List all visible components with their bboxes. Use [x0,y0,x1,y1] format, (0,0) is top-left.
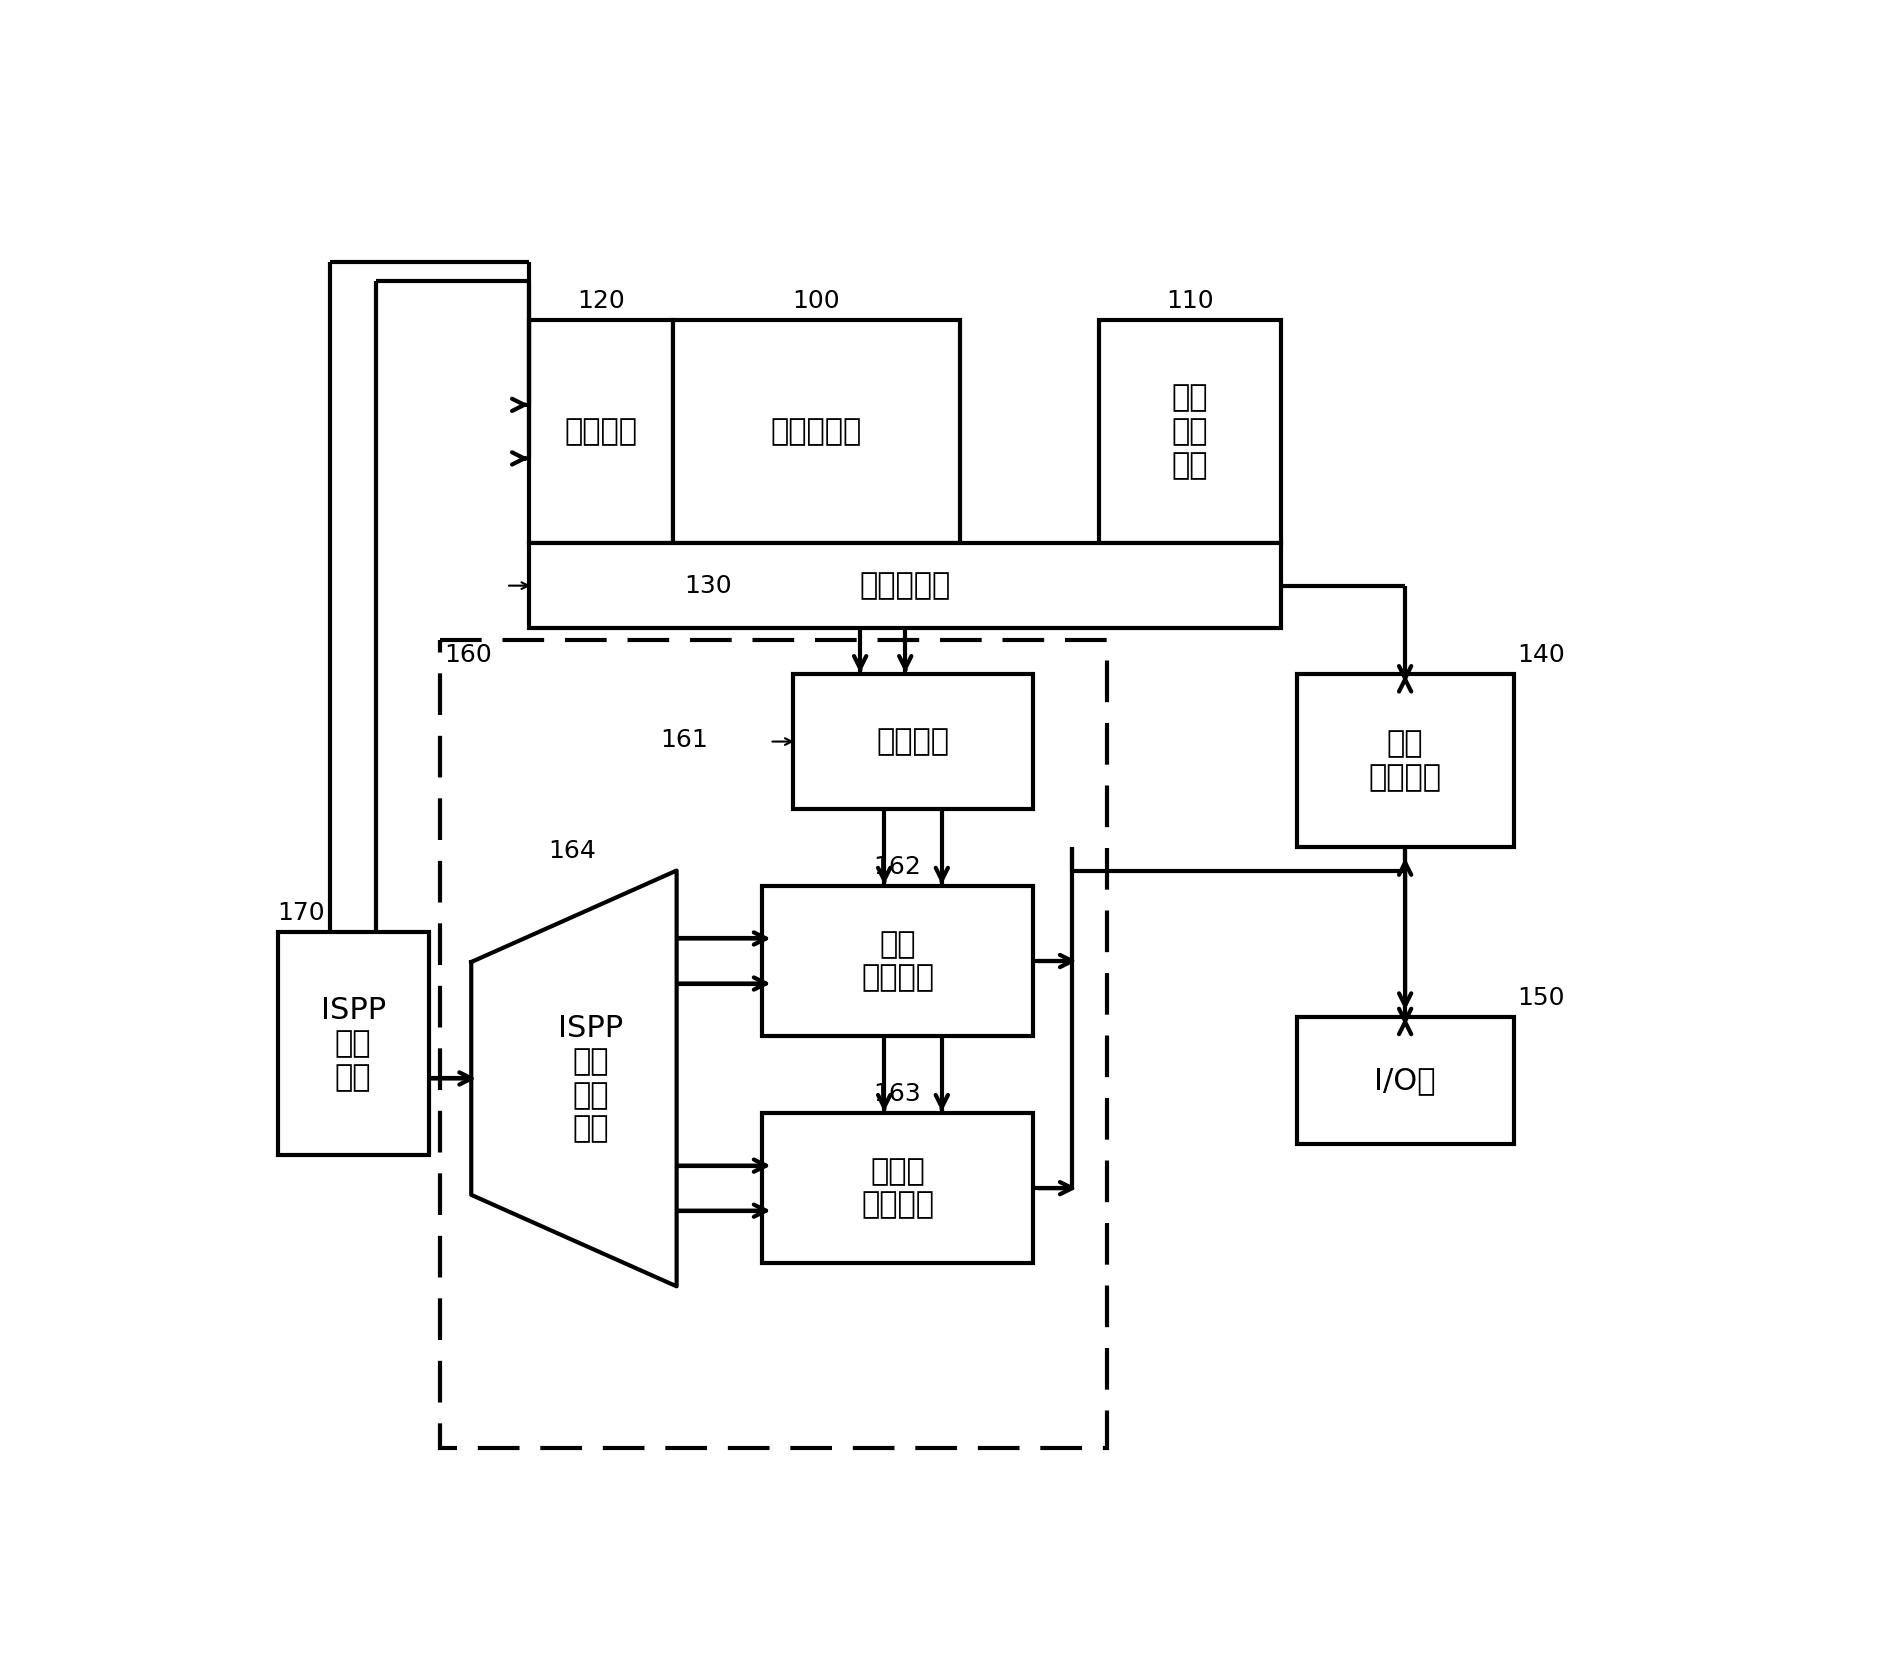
Bar [761,886,1033,1037]
Text: 备份
单元
阵列: 备份 单元 阵列 [1172,383,1208,480]
Text: 163: 163 [874,1082,921,1105]
Bar [1099,319,1281,543]
Text: 主单元阵列: 主单元阵列 [770,416,862,446]
Text: 编程位
寄存单元: 编程位 寄存单元 [861,1157,934,1219]
Text: 行译码器: 行译码器 [564,416,637,446]
Text: 162: 162 [874,854,921,879]
Bar [793,674,1033,809]
Bar [530,319,673,543]
Text: 164: 164 [549,839,596,863]
Text: 页面缓冲器: 页面缓冲器 [859,572,951,600]
Bar [530,543,1281,629]
Bar [440,639,1107,1448]
Text: 170: 170 [278,901,325,925]
Text: 150: 150 [1518,985,1565,1010]
Bar [1297,1017,1514,1144]
Text: 计数单元: 计数单元 [876,727,949,756]
Text: 160: 160 [443,644,492,667]
Text: 161: 161 [660,727,708,752]
Text: 100: 100 [793,289,840,313]
Polygon shape [472,871,676,1286]
Bar [1297,674,1514,848]
Bar [278,933,428,1155]
Text: I/O坤: I/O坤 [1374,1065,1436,1095]
Text: 数据
控制单元: 数据 控制单元 [1368,729,1441,793]
Bar [673,319,960,543]
Text: 110: 110 [1165,289,1214,313]
Text: 140: 140 [1518,644,1565,667]
Text: 120: 120 [577,289,624,313]
Text: ISPP
水平
操作
单元: ISPP 水平 操作 单元 [558,1013,624,1144]
Bar [761,1114,1033,1264]
Text: ISPP
驱动
单元: ISPP 驱动 单元 [321,997,385,1092]
Text: 基准
寄存单元: 基准 寄存单元 [861,930,934,991]
Text: 130: 130 [684,573,733,597]
